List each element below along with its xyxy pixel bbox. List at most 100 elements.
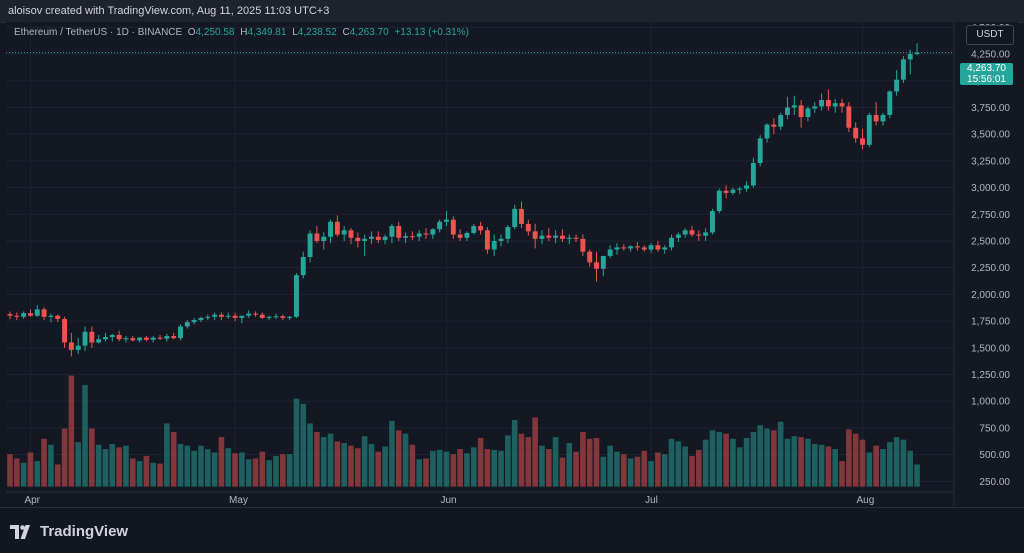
volume-bar [559, 457, 566, 487]
currency-button[interactable]: USDT [966, 25, 1014, 45]
volume-bar [852, 433, 859, 487]
candle-body [225, 315, 231, 317]
candle-body [409, 236, 415, 238]
candle [566, 234, 572, 245]
candle [600, 255, 606, 277]
candle [894, 70, 900, 96]
candle-body [600, 255, 606, 269]
brand[interactable]: TradingView [10, 523, 128, 540]
candle [730, 187, 736, 196]
candle [791, 95, 797, 115]
candle-body [116, 334, 122, 340]
candle-body [505, 227, 511, 239]
candle [225, 312, 231, 319]
volume-bar [7, 454, 13, 487]
volume-bar [191, 450, 197, 487]
candle-body [573, 237, 579, 239]
candle [484, 227, 490, 254]
candle-body [860, 138, 865, 145]
candle-body [307, 233, 313, 257]
candle [587, 249, 593, 267]
volume-bar [498, 450, 504, 487]
candle [62, 316, 68, 348]
volume-bar [702, 439, 709, 487]
volume-bar [177, 443, 184, 487]
candlestick-chart[interactable]: 250.00 500.00 750.00 1,000.00 1,250.00 1,500.… [6, 22, 1018, 506]
volume-bar [764, 428, 770, 487]
volume-bar [286, 454, 293, 487]
candle-body [594, 262, 599, 269]
volume-bar [273, 455, 279, 487]
candle [96, 334, 102, 344]
volume-bar [239, 452, 245, 487]
candle [68, 332, 74, 357]
candle [675, 232, 681, 243]
candle-body [750, 163, 756, 186]
price-tick-label: 2,250.00 [971, 263, 1010, 274]
candle [710, 208, 715, 235]
candle-body [362, 238, 368, 241]
price-tick-label: 2,750.00 [971, 210, 1010, 221]
candle [103, 332, 108, 342]
candle-body [559, 235, 565, 239]
candle-body [273, 316, 279, 318]
volume-bar [314, 431, 320, 487]
candle [123, 336, 129, 343]
candle [48, 313, 54, 323]
candle-body [566, 237, 572, 239]
volume-bar [27, 452, 34, 487]
volume-bar [511, 420, 518, 487]
volume-bar [818, 444, 825, 487]
candle [880, 112, 886, 126]
volume-bar [416, 459, 422, 487]
volume-bar [886, 442, 893, 487]
volume-bar [907, 450, 914, 487]
candle-body [764, 124, 770, 139]
candle-body [150, 337, 156, 340]
candle [334, 215, 340, 237]
volume-bar [723, 433, 729, 487]
candle [648, 243, 654, 253]
open-value: 4,250.58 [195, 27, 235, 38]
candle [246, 310, 252, 318]
candle-body [553, 235, 559, 238]
candle [273, 313, 279, 319]
chart-area[interactable]: 250.00 500.00 750.00 1,000.00 1,250.00 1,500.… [6, 22, 1018, 506]
candle [444, 211, 449, 227]
candle [450, 216, 456, 239]
candle-body [812, 106, 818, 109]
volume-bar [361, 436, 368, 487]
candle-body [403, 236, 409, 238]
candle [369, 231, 374, 245]
candle [539, 230, 545, 245]
candle-body [14, 315, 20, 317]
candle [825, 89, 831, 111]
candle-body [348, 230, 354, 238]
candle [478, 221, 484, 235]
price-tick-label: 250.00 [979, 477, 1010, 488]
candle [573, 234, 579, 243]
volume-bar [784, 438, 791, 487]
tradingview-logo-icon [10, 524, 30, 539]
volume-bar [395, 430, 402, 487]
volume-bar [880, 449, 886, 487]
candle [116, 330, 122, 342]
volume-bar [777, 421, 784, 487]
candle [491, 234, 497, 256]
candle-body [832, 103, 838, 107]
candle-body [723, 190, 729, 193]
low-label: L [292, 27, 298, 38]
candle-body [341, 230, 347, 235]
candle [655, 240, 661, 252]
candle [34, 305, 40, 317]
price-tick-label: 1,750.00 [971, 317, 1010, 328]
candle-body [82, 331, 88, 346]
candle [75, 338, 81, 355]
candle-body [191, 320, 197, 323]
volume-bar [641, 450, 648, 487]
volume-bar [621, 454, 627, 487]
candle-body [103, 337, 108, 340]
bar-countdown: 15:56:01 [967, 74, 1006, 85]
candle [375, 231, 381, 244]
candle-body [662, 247, 668, 250]
